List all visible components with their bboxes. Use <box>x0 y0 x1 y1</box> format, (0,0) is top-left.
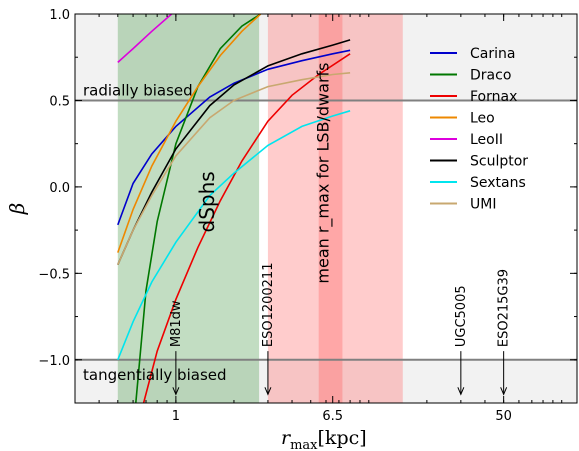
axis-layer: 1 6.5 50 1.0 0.5 0.0 −0.5 −1.0 rmax[kpc] β <box>5 8 578 451</box>
legend-label-umi: UMI <box>470 197 496 213</box>
series-line-leoii <box>117 14 173 63</box>
x-tick-label: 1 <box>172 409 180 424</box>
x-axis-label-main: r <box>281 427 292 449</box>
y-tick-label: −0.5 <box>38 267 70 282</box>
y-tick-label: 0.5 <box>49 94 70 109</box>
y-axis-label: β <box>5 203 29 216</box>
arrow-label-eso1200211: ESO1200211 <box>261 263 276 348</box>
radially-biased-label: radially biased <box>83 81 193 99</box>
band-0 <box>117 14 260 403</box>
x-axis-label-unit: [kpc] <box>318 427 367 449</box>
series-line-draco <box>135 14 262 403</box>
arrow-label-eso215g39: ESO215G39 <box>497 269 512 347</box>
legend-label-carina: Carina <box>470 46 515 62</box>
arrow-head-2 <box>457 387 465 396</box>
legend-label-leo: Leo <box>470 111 495 127</box>
tangentially-biased-label: tangentially biased <box>83 366 227 384</box>
legend-label-sextans: Sextans <box>470 175 526 191</box>
arrow-label-m81dw: M81dw <box>169 300 184 347</box>
series-line-umi <box>117 72 351 266</box>
arrow-label-ugc5005: UGC5005 <box>454 285 469 347</box>
legend-label-leoii: LeoII <box>470 132 503 148</box>
arrow-head-1 <box>264 387 272 396</box>
legend-label-fornax: Fornax <box>470 89 517 105</box>
band-1 <box>267 14 403 403</box>
legend-label-sculptor: Sculptor <box>470 154 528 170</box>
legend-label-draco: Draco <box>470 68 511 84</box>
background-layer <box>75 14 577 403</box>
series-line-sextans <box>117 110 351 361</box>
y-tick-label: 0.0 <box>49 181 70 196</box>
dsphs-band-label: dSphs <box>195 171 219 232</box>
series-line-sculptor <box>117 39 351 266</box>
arrow-head-3 <box>500 387 508 396</box>
x-tick-label: 6.5 <box>322 409 343 424</box>
band-2 <box>318 14 343 403</box>
y-tick-label: 1.0 <box>49 8 70 23</box>
series-line-fornax <box>142 53 351 403</box>
annotation-layer: radially biased tangentially biased dSphs m… <box>83 63 512 396</box>
gray-region-1 <box>75 359 577 403</box>
lsb-band-label: mean r_max for LSB/dwarfs <box>314 63 334 284</box>
arrow-head-0 <box>172 387 180 396</box>
series-line-carina <box>117 49 351 226</box>
x-axis-label: rmax[kpc] <box>281 427 367 451</box>
legend: Carina Draco Fornax Leo LeoII Sculptor Sextans… <box>430 46 528 213</box>
series-layer <box>117 14 351 403</box>
x-tick-label: 50 <box>495 409 512 424</box>
y-tick-label: −1.0 <box>38 354 70 369</box>
series-line-leo <box>117 14 262 253</box>
x-axis-label-sub: max <box>290 438 318 451</box>
gray-region-0 <box>75 14 577 101</box>
